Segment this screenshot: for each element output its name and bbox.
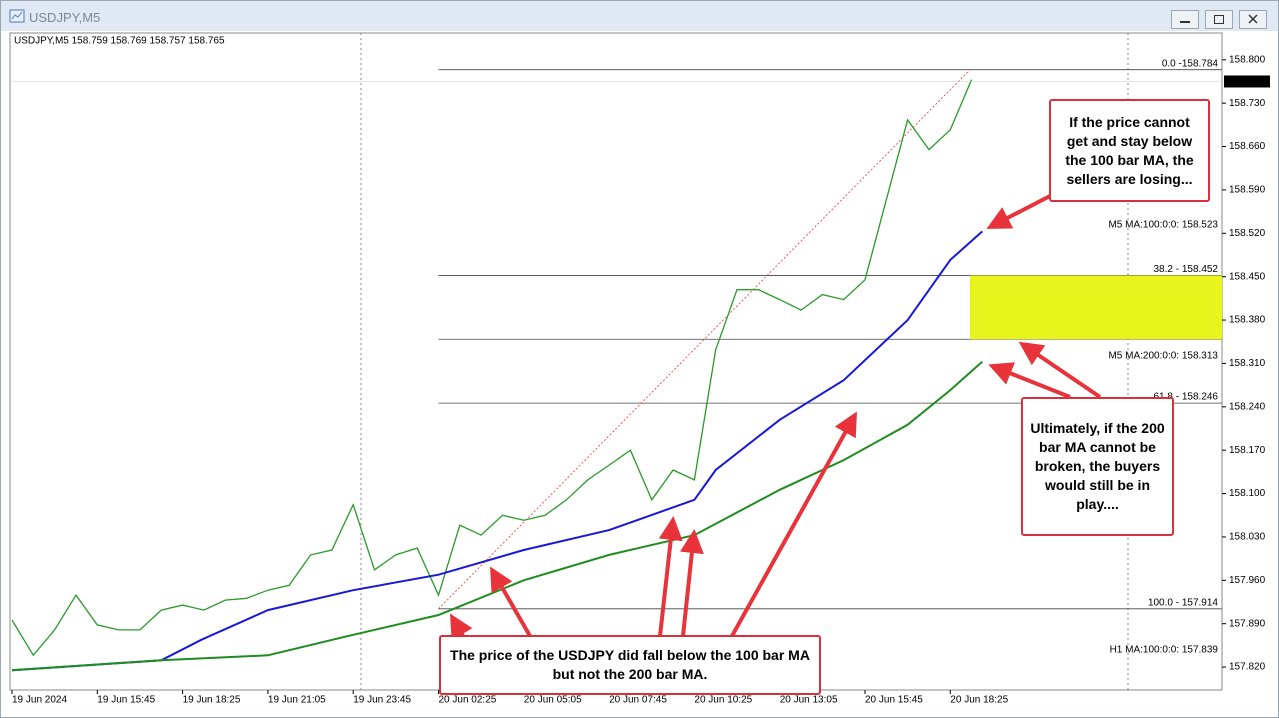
x-tick-label: 20 Jun 13:05 — [780, 695, 838, 706]
annotation-arrows — [449, 194, 1102, 641]
annotation: The price of the USDJPY did fall below t… — [439, 635, 821, 695]
x-tick-label: 19 Jun 2024 — [12, 695, 67, 706]
fib-label: 61.8 - 158.246 — [1154, 392, 1219, 403]
x-tick-label: 20 Jun 15:45 — [865, 695, 923, 706]
app-icon — [9, 9, 25, 23]
close-button[interactable] — [1239, 10, 1267, 29]
y-tick-label: 158.100 — [1229, 488, 1266, 499]
price-tag-label: 158.765 — [1228, 76, 1265, 87]
fib-label: 38.2 - 158.452 — [1154, 264, 1219, 275]
price-tag — [1224, 75, 1270, 88]
y-tick-label: 158.730 — [1229, 98, 1266, 109]
y-tick-label: 157.960 — [1229, 575, 1266, 586]
y-tick-label: 158.240 — [1229, 401, 1266, 412]
x-tick-label: 19 Jun 18:25 — [183, 695, 241, 706]
window-title: USDJPY,M5 — [29, 10, 101, 25]
x-tick-label: 20 Jun 10:25 — [694, 695, 752, 706]
y-tick-label: 158.380 — [1229, 315, 1266, 326]
y-tick-label: 157.820 — [1229, 662, 1266, 673]
y-tick-label: 158.660 — [1229, 141, 1266, 152]
fib-label: 0.0 -158.784 — [1162, 58, 1219, 69]
fib-zone — [970, 275, 1222, 340]
series-line — [11, 79, 973, 657]
minimize-button[interactable] — [1171, 10, 1199, 29]
y-tick-label: 157.890 — [1229, 618, 1266, 629]
y-tick-label: 158.800 — [1229, 54, 1266, 65]
y-tick-label: 158.520 — [1229, 228, 1266, 239]
ma-label: H1 MA:100:0:0: 157.839 — [1110, 645, 1219, 656]
ma-label: M5 MA:100:0:0: 158.523 — [1108, 220, 1218, 231]
x-tick-label: 20 Jun 05:05 — [524, 695, 582, 706]
title-bar: USDJPY,M5 — [1, 1, 1278, 31]
fib-label: 100.0 - 157.914 — [1148, 597, 1218, 608]
plot-area — [9, 32, 1223, 691]
x-tick-label: 19 Jun 23:45 — [353, 695, 411, 706]
y-tick-label: 158.450 — [1229, 271, 1266, 282]
x-tick-label: 20 Jun 07:45 — [609, 695, 667, 706]
ma-label: M5 MA:200:0:0: 158.313 — [1108, 351, 1218, 362]
annotation: Ultimately, if the 200 bar MA cannot be … — [1021, 397, 1174, 536]
maximize-button[interactable] — [1205, 10, 1233, 29]
x-tick-label: 19 Jun 21:05 — [268, 695, 326, 706]
annotation: If the price cannot get and stay below t… — [1049, 99, 1210, 202]
x-tick-label: 19 Jun 15:45 — [97, 695, 155, 706]
x-tick-label: 20 Jun 02:25 — [439, 695, 497, 706]
y-tick-label: 158.310 — [1229, 358, 1266, 369]
y-tick-label: 158.170 — [1229, 445, 1266, 456]
y-tick-label: 158.590 — [1229, 185, 1266, 196]
y-tick-label: 158.030 — [1229, 532, 1266, 543]
series-line — [11, 230, 983, 672]
x-tick-label: 20 Jun 18:25 — [950, 695, 1008, 706]
series-line — [11, 360, 983, 672]
chart-header: USDJPY,M5 158.759 158.769 158.757 158.76… — [14, 36, 225, 47]
